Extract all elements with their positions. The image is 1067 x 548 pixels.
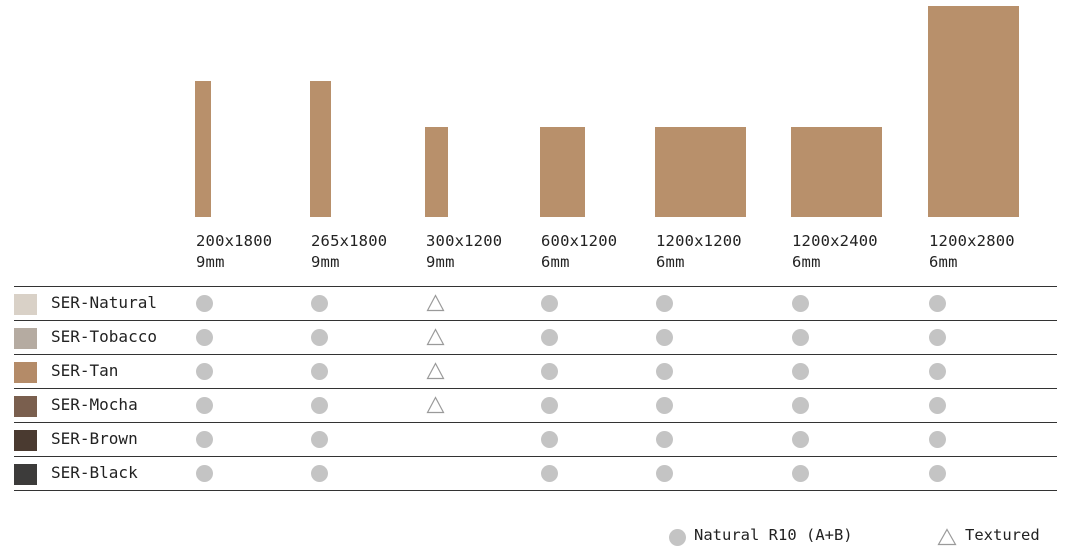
size-dimension: 600x1200 [541,232,618,250]
tile-shape-300x1200 [425,127,448,217]
triangle-outline-icon [426,328,445,346]
size-label-200x1800: 200x1800 9mm [196,231,272,273]
table-bottom-rule [14,490,1057,491]
table-row: SER-Natural [14,286,1057,320]
filled-circle-icon [669,529,686,546]
colour-swatch [14,362,37,383]
filled-circle-icon [929,329,946,346]
size-thickness: 9mm [196,253,225,271]
size-thickness: 6mm [656,253,685,271]
colour-name: SER-Natural [51,293,157,312]
triangle-outline-icon [937,528,957,546]
colour-swatch [14,430,37,451]
size-dimension: 300x1200 [426,232,503,250]
row-divider [14,354,1057,355]
size-thickness: 6mm [929,253,958,271]
filled-circle-icon [311,295,328,312]
filled-circle-icon [196,329,213,346]
filled-circle-icon [196,295,213,312]
filled-circle-icon [656,431,673,448]
row-divider [14,422,1057,423]
table-row: SER-Brown [14,422,1057,456]
filled-circle-icon [929,431,946,448]
size-label-1200x2800: 1200x2800 6mm [929,231,1015,273]
size-dimension: 200x1800 [196,232,273,250]
table-row: SER-Tan [14,354,1057,388]
colour-name: SER-Black [51,463,138,482]
legend-textured-label: Textured [965,526,1040,544]
filled-circle-icon [929,363,946,380]
colour-name: SER-Tobacco [51,327,157,346]
size-thickness: 6mm [792,253,821,271]
size-dimension: 1200x2800 [929,232,1015,250]
row-divider [14,388,1057,389]
filled-circle-icon [792,329,809,346]
filled-circle-icon [656,295,673,312]
triangle-outline-icon [426,396,445,414]
size-thickness: 9mm [426,253,455,271]
filled-circle-icon [541,397,558,414]
table-row: SER-Tobacco [14,320,1057,354]
filled-circle-icon [792,431,809,448]
size-label-1200x1200: 1200x1200 6mm [656,231,742,273]
filled-circle-icon [792,363,809,380]
filled-circle-icon [792,397,809,414]
filled-circle-icon [929,295,946,312]
size-label-1200x2400: 1200x2400 6mm [792,231,878,273]
filled-circle-icon [656,329,673,346]
filled-circle-icon [541,329,558,346]
colour-name: SER-Tan [51,361,119,380]
filled-circle-icon [196,465,213,482]
filled-circle-icon [792,465,809,482]
size-label-600x1200: 600x1200 6mm [541,231,617,273]
tile-shape-1200x2800 [928,6,1019,217]
filled-circle-icon [656,363,673,380]
size-dimension: 1200x1200 [656,232,742,250]
filled-circle-icon [311,397,328,414]
table-row: SER-Black [14,456,1057,490]
triangle-outline-icon [426,362,445,380]
size-label-265x1800: 265x1800 9mm [311,231,387,273]
tile-shape-265x1800 [310,81,331,217]
filled-circle-icon [656,397,673,414]
row-divider [14,286,1057,287]
filled-circle-icon [541,295,558,312]
colour-swatch [14,396,37,417]
triangle-outline-icon [426,294,445,312]
filled-circle-icon [196,363,213,380]
filled-circle-icon [196,431,213,448]
colour-name: SER-Brown [51,429,138,448]
colour-name: SER-Mocha [51,395,138,414]
colour-swatch [14,328,37,349]
row-divider [14,320,1057,321]
filled-circle-icon [311,431,328,448]
filled-circle-icon [541,431,558,448]
size-dimension: 265x1800 [311,232,388,250]
filled-circle-icon [311,363,328,380]
size-dimension: 1200x2400 [792,232,878,250]
size-thickness: 6mm [541,253,570,271]
filled-circle-icon [792,295,809,312]
colour-swatch [14,294,37,315]
legend-natural-label: Natural R10 (A+B) [694,526,853,544]
filled-circle-icon [311,465,328,482]
tile-shape-600x1200 [540,127,585,217]
filled-circle-icon [541,363,558,380]
colour-swatch [14,464,37,485]
tile-shape-200x1800 [195,81,211,217]
filled-circle-icon [929,465,946,482]
filled-circle-icon [196,397,213,414]
size-thickness: 9mm [311,253,340,271]
tile-shape-1200x1200 [655,127,746,217]
tile-shape-1200x2400 [791,127,882,217]
table-row: SER-Mocha [14,388,1057,422]
filled-circle-icon [541,465,558,482]
row-divider [14,456,1057,457]
filled-circle-icon [929,397,946,414]
filled-circle-icon [311,329,328,346]
filled-circle-icon [656,465,673,482]
size-label-300x1200: 300x1200 9mm [426,231,502,273]
